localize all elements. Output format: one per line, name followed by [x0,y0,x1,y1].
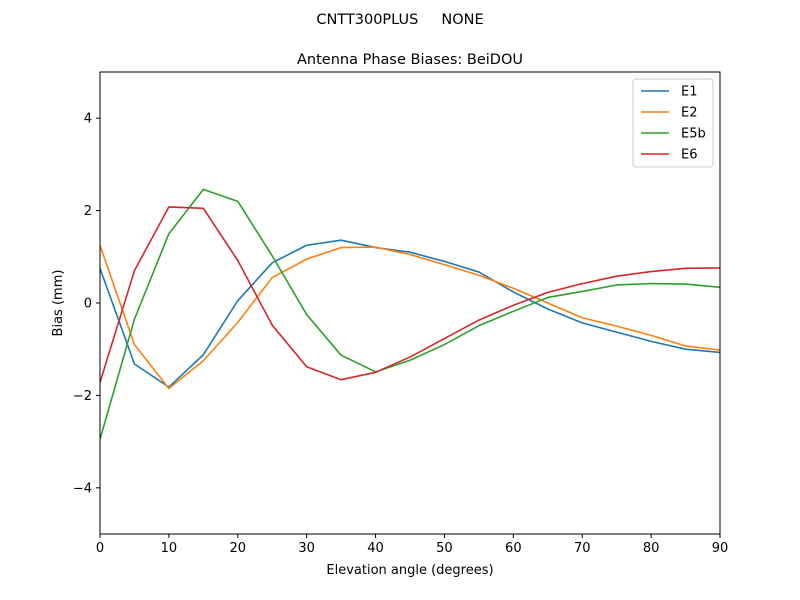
legend-label-e2: E2 [681,106,698,121]
x-tick-label: 60 [505,541,522,556]
series-line-e5b [100,188,720,440]
y-tick-label: 2 [84,204,92,219]
x-tick-label: 20 [230,541,247,556]
x-tick-label: 70 [574,541,591,556]
x-tick-label: 0 [96,541,104,556]
x-tick-label: 10 [161,541,178,556]
chart-title: Antenna Phase Biases: BeiDOU [297,52,523,68]
x-tick-label: 90 [712,541,729,556]
y-tick-label: −2 [73,389,92,404]
x-tick-label: 40 [367,541,384,556]
series-line-e2 [100,244,720,390]
x-tick-label: 30 [298,541,315,556]
y-tick-label: −4 [73,481,92,496]
legend-label-e1: E1 [681,85,698,100]
x-axis-label: Elevation angle (degrees) [326,563,493,578]
series-line-e6 [100,206,720,383]
series-line-e1 [100,239,720,388]
x-tick-label: 50 [436,541,453,556]
y-axis: −4 −2 0 2 4 [73,112,100,496]
legend-box [632,78,714,168]
legend-label-e5b: E5b [681,127,706,142]
y-tick-label: 4 [84,112,92,127]
legend: E1 E2 E5b E6 [632,78,714,168]
y-axis-label: Bias (mm) [51,270,66,337]
x-tick-label: 80 [643,541,660,556]
y-tick-label: 0 [84,297,92,312]
series-layer [100,188,720,440]
figure-suptitle: CNTT300PLUS NONE [316,12,483,28]
legend-label-e6: E6 [681,148,698,163]
x-axis: 0 10 20 30 40 50 60 70 80 90 [96,534,728,556]
